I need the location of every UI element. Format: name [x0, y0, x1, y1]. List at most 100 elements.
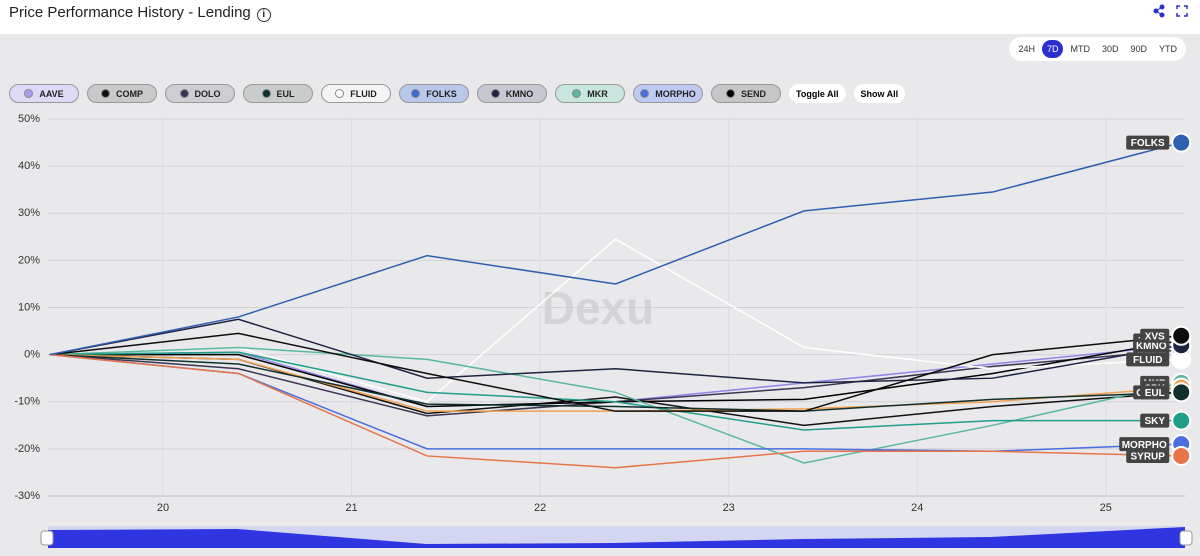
watermark: Dexu [542, 282, 654, 334]
end-label-box [1140, 385, 1170, 400]
x-tick-label: 21 [345, 502, 357, 514]
range-button[interactable]: 24H [1018, 44, 1035, 54]
legend-label: FLUID [350, 88, 377, 99]
x-tick-label: 25 [1100, 502, 1112, 514]
y-tick-label: 30% [18, 207, 40, 219]
share-icon[interactable] [1153, 4, 1165, 18]
end-icon [1171, 132, 1192, 153]
series-line [49, 353, 1182, 412]
end-label-box [1126, 135, 1170, 150]
legend-chip[interactable]: FLUID [321, 84, 391, 103]
legend-label: FOLKS [426, 88, 457, 99]
legend-chip[interactable]: DOLO [165, 84, 235, 103]
x-tick-label: 20 [157, 502, 169, 514]
toggle-button[interactable]: Toggle All [789, 84, 846, 103]
fullscreen-icon[interactable] [1176, 5, 1188, 17]
series-line [49, 332, 1182, 412]
range-button[interactable]: 7D [1041, 40, 1064, 58]
end-label-box [1126, 352, 1170, 367]
legend-dot [572, 89, 582, 98]
x-tick-label: 23 [723, 502, 735, 514]
navigator [40, 526, 1193, 548]
info-icon[interactable]: i [256, 8, 271, 22]
range-selector: 24H 7D MTD 30D 90D YTD [1009, 37, 1186, 61]
end-label-text: MORPHO [1122, 440, 1167, 451]
end-label: FLUID [1126, 349, 1192, 370]
end-label: FOLKS [1126, 132, 1192, 153]
end-label-text: FOLKS [1131, 138, 1165, 149]
y-tick-label: 40% [18, 160, 40, 172]
legend-chip[interactable]: EUL [243, 84, 313, 103]
toolbar [1153, 4, 1188, 18]
title-bar: Price Performance History - Lending i [9, 4, 271, 22]
legend-label: AAVE [39, 88, 64, 99]
end-icon [1171, 445, 1192, 466]
legend-dot [335, 89, 345, 98]
y-tick-label: -10% [14, 396, 40, 408]
y-tick-label: -30% [14, 490, 40, 502]
legend-label: EUL [276, 88, 295, 99]
toggle-button[interactable]: Show All [853, 84, 906, 103]
y-tick-label: 50% [18, 113, 40, 125]
grid [48, 118, 1185, 497]
y-tick-label: 0% [24, 349, 40, 361]
series-line [49, 141, 1182, 356]
legend-label: KMNO [505, 88, 534, 99]
end-label: SYRUP [1126, 445, 1192, 466]
end-icon [1171, 325, 1192, 346]
end-label: EUL [1140, 382, 1192, 403]
legend-dot [101, 89, 110, 98]
end-label-text: EUL [1145, 388, 1165, 399]
legend-dot [490, 89, 500, 98]
y-tick-label: 10% [18, 301, 40, 313]
end-label-box [1119, 437, 1170, 452]
end-label-text: KMNO [1136, 341, 1167, 352]
series-line [49, 351, 1182, 431]
legend-label: MKR [587, 88, 608, 99]
range-button[interactable]: 30D [1101, 44, 1119, 54]
legend-chip[interactable]: MORPHO [633, 84, 703, 103]
legend-dot [261, 89, 271, 98]
legend-dot [179, 89, 189, 98]
end-label-text: SYRUP [1131, 452, 1166, 463]
chart-panel: 24H 7D MTD 30D 90D YTD AAVE COMP DOLO EUL FLUID FO… [0, 34, 1200, 556]
legend-chip[interactable]: FOLKS [399, 84, 469, 103]
x-tick-label: 24 [911, 502, 923, 514]
range-button[interactable]: MTD [1070, 44, 1090, 54]
legend: AAVE COMP DOLO EUL FLUID FOLKS KMNO MKR MORPHO SE… [9, 84, 906, 103]
legend-dot [640, 89, 650, 98]
range-button[interactable]: YTD [1159, 44, 1177, 54]
series-line [49, 353, 1182, 469]
y-tick-label: 20% [18, 254, 40, 266]
legend-label: MORPHO [655, 88, 696, 99]
end-label-box [1140, 328, 1170, 343]
end-label-box [1140, 413, 1170, 428]
legend-chip[interactable]: MKR [555, 84, 625, 103]
legend-dot [24, 89, 34, 98]
x-tick-label: 22 [534, 502, 546, 514]
legend-label: COMP [116, 88, 143, 99]
legend-chip[interactable]: SEND [711, 84, 781, 103]
legend-chip[interactable]: AAVE [9, 84, 79, 103]
legend-label: SEND [740, 88, 766, 99]
end-label: XVS [1140, 325, 1192, 346]
range-button[interactable]: 90D [1130, 44, 1147, 54]
navigator-handle[interactable] [1179, 530, 1193, 546]
navigator-handle[interactable] [40, 530, 54, 546]
legend-dot [411, 89, 421, 98]
legend-label: DOLO [194, 88, 221, 99]
end-label-box [1126, 448, 1170, 463]
legend-chip[interactable]: COMP [87, 84, 157, 103]
end-label-text: SKY [1144, 416, 1165, 427]
y-tick-label: -20% [14, 443, 40, 455]
navigator-area [48, 527, 1185, 548]
end-label: SKY [1140, 410, 1192, 431]
end-label-text: XVS [1145, 331, 1165, 342]
end-icon [1171, 410, 1192, 431]
title: Price Performance History - Lending [9, 4, 251, 21]
legend-chip[interactable]: KMNO [477, 84, 547, 103]
end-icon [1171, 382, 1192, 403]
series-line [49, 318, 1182, 384]
